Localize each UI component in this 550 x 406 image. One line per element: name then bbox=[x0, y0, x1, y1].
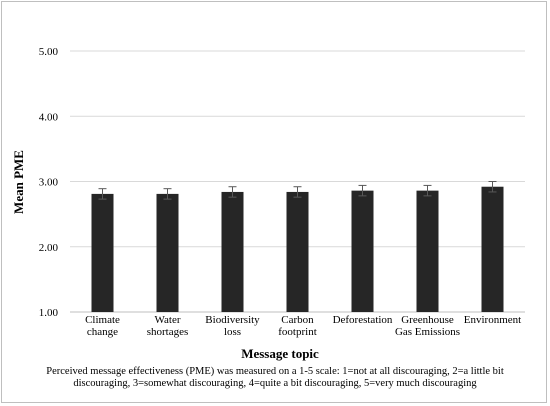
x-tick-label: Carbon footprint bbox=[278, 314, 317, 338]
x-tick-label: Environment bbox=[464, 314, 521, 326]
error-bar bbox=[488, 181, 497, 193]
error-bar bbox=[423, 184, 432, 197]
bar bbox=[91, 193, 114, 312]
y-tick-label: 1.00 bbox=[39, 307, 59, 319]
x-tick-label: Water shortages bbox=[147, 314, 189, 338]
error-bars bbox=[98, 181, 497, 200]
x-tick-label: Greenhouse Gas Emissions bbox=[395, 314, 460, 338]
y-tick-label: 2.00 bbox=[39, 242, 59, 254]
error-bar bbox=[98, 188, 107, 200]
error-bar bbox=[163, 188, 172, 200]
error-bar bbox=[228, 186, 237, 198]
y-tick-label: 4.00 bbox=[39, 111, 59, 123]
x-tick-label: Deforestation bbox=[333, 314, 393, 326]
bar bbox=[221, 191, 244, 312]
x-tick-label: Biodiversity loss bbox=[205, 314, 260, 338]
error-bar bbox=[293, 186, 302, 198]
bar bbox=[416, 190, 439, 312]
y-tick-labels: 1.00 2.00 3.00 4.00 5.00 bbox=[39, 46, 59, 319]
bar bbox=[286, 191, 309, 312]
bar bbox=[351, 190, 374, 312]
y-tick-label: 5.00 bbox=[39, 46, 59, 58]
x-axis-title: Message topic bbox=[241, 346, 319, 361]
figure-caption: Perceived message effectiveness (PME) wa… bbox=[46, 366, 504, 389]
error-bar bbox=[358, 184, 367, 197]
bar bbox=[481, 186, 504, 312]
x-category-labels: Climate change Water shortages Biodiversity l… bbox=[85, 314, 521, 338]
gridlines bbox=[70, 50, 525, 313]
bars bbox=[91, 186, 504, 312]
bar bbox=[156, 193, 179, 312]
y-axis-title: Mean PME bbox=[11, 150, 26, 214]
x-tick-label: Climate change bbox=[85, 314, 120, 338]
y-tick-label: 3.00 bbox=[39, 177, 59, 189]
